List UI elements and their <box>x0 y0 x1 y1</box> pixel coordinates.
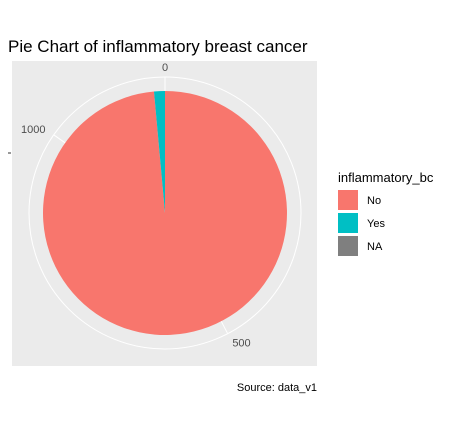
pie-slice-no <box>42 91 287 335</box>
legend-key-no <box>338 190 358 210</box>
tick-layer: 0 500 1000 <box>21 62 251 350</box>
theta-tick-label: 1000 <box>21 124 45 136</box>
legend-item-na: NA <box>338 236 383 256</box>
legend: inflammatory_bc No Yes NA <box>338 170 434 256</box>
slice-layer <box>42 91 287 335</box>
legend-item-yes: Yes <box>338 213 385 233</box>
chart-caption: Source: data_v1 <box>237 382 317 394</box>
legend-title: inflammatory_bc <box>338 170 434 185</box>
legend-items: No Yes NA <box>338 190 385 256</box>
pie-slice-yes <box>153 91 165 213</box>
theta-tick-label: 500 <box>232 338 250 350</box>
legend-item-no: No <box>338 190 381 210</box>
chart-title: Pie Chart of inflammatory breast cancer <box>8 37 308 56</box>
legend-label-yes: Yes <box>367 218 385 230</box>
legend-label-no: No <box>367 195 381 207</box>
legend-label-na: NA <box>367 241 383 253</box>
legend-key-yes <box>338 213 358 233</box>
legend-key-na <box>338 236 358 256</box>
theta-tick-label: 0 <box>162 62 168 74</box>
